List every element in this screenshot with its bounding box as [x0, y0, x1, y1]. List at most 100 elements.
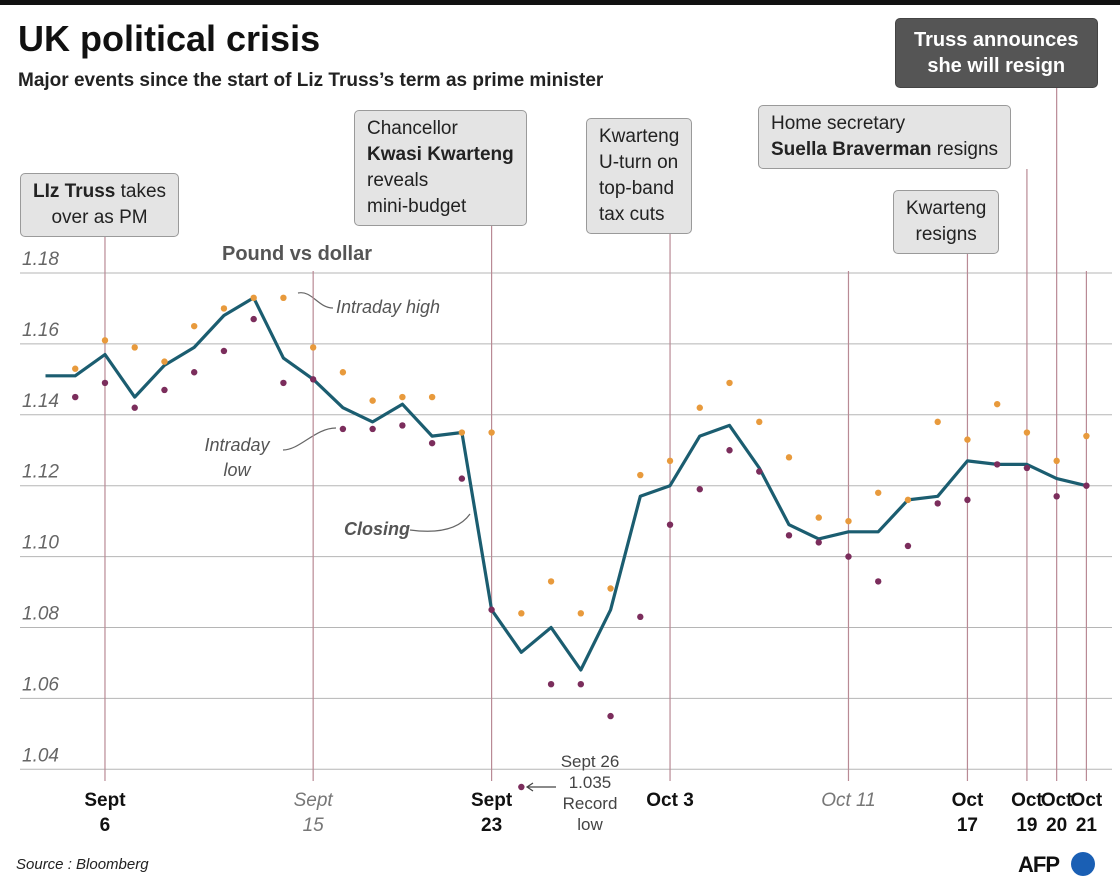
record-date: Sept 26: [560, 752, 620, 771]
event-text: over as PM: [51, 207, 148, 228]
event-line: Kwarteng: [906, 196, 986, 222]
data-dot: [726, 447, 733, 454]
event-text: resigns: [931, 139, 999, 160]
data-dot: [488, 429, 495, 436]
series-label: Intraday low: [204, 435, 270, 480]
data-dot: [250, 315, 257, 323]
data-dot: [845, 553, 852, 560]
event-text: reveals: [367, 170, 429, 191]
data-dot: [72, 365, 79, 372]
event-line: Home secretary: [771, 111, 998, 137]
data-dot: [191, 369, 198, 376]
y-tick-label: 1.12: [22, 462, 59, 483]
data-dot: [815, 539, 822, 546]
series-title: Pound vs dollar: [222, 243, 373, 265]
event-box: Kwarteng resigns: [893, 190, 1000, 254]
y-tick-label: 1.16: [22, 320, 59, 341]
y-tick-label: 1.06: [22, 674, 59, 695]
event-line: Chancellor: [367, 116, 514, 142]
data-dot: [399, 422, 406, 429]
event-text: she will resign: [927, 55, 1066, 77]
event-line: top-band: [599, 176, 679, 202]
event-box: LIz Truss takes over as PM: [20, 173, 180, 237]
data-dot: [577, 681, 585, 688]
data-dot: [607, 585, 614, 592]
data-dot: [637, 471, 644, 479]
event-text: resigns: [915, 224, 977, 245]
data-dot: [577, 610, 585, 617]
x-tick-label: Oct 20: [1040, 790, 1073, 836]
event-box: Truss announces she will resign: [895, 18, 1098, 88]
data-dot: [428, 393, 436, 401]
y-tick-label: 1.18: [22, 249, 59, 270]
data-dot: [518, 610, 525, 617]
data-dot: [101, 337, 109, 344]
event-line: mini-budget: [367, 194, 514, 220]
record-label: Record low: [562, 794, 618, 834]
data-dot: [161, 386, 168, 394]
event-text: mini-budget: [367, 196, 467, 217]
data-dot: [309, 376, 317, 383]
data-dot: [547, 681, 555, 688]
data-dot: [161, 358, 168, 365]
data-dot: [339, 369, 347, 376]
data-dot: [72, 393, 79, 401]
data-dot: [131, 404, 138, 411]
event-text: Chancellor: [367, 118, 458, 139]
data-dot: [696, 404, 703, 411]
y-tick-label: 1.14: [22, 391, 59, 412]
event-box: Kwarteng U-turn on top-band tax cuts: [586, 118, 693, 234]
closing-line: [45, 296, 1087, 672]
chart-subtitle: Major events since the start of Liz Trus…: [18, 70, 604, 91]
x-tick-label: Sept 23: [471, 790, 513, 836]
data-dot: [191, 322, 198, 330]
event-line: over as PM: [33, 205, 166, 231]
data-dot: [607, 712, 614, 720]
event-box: Chancellor Kwasi Kwarteng reveals mini-budg…: [354, 110, 527, 226]
x-tick-label: Oct 21: [1070, 790, 1103, 836]
data-dot: [250, 294, 257, 302]
data-dot: [904, 542, 912, 550]
data-dot: [875, 489, 882, 496]
data-dot: [101, 379, 109, 387]
x-tick-label: Sept 15: [293, 790, 333, 836]
data-dot: [220, 305, 228, 312]
x-tick-label: Oct 3: [646, 790, 694, 811]
data-dot: [637, 613, 644, 621]
event-line: she will resign: [914, 53, 1079, 79]
record-value: 1.035: [568, 773, 612, 792]
event-text: Suella Braverman: [771, 139, 932, 160]
y-tick-label: 1.04: [22, 745, 59, 766]
data-dot: [458, 475, 466, 482]
event-line: Kwarteng: [599, 124, 679, 150]
event-text: tax cuts: [599, 204, 665, 225]
event-text: takes: [115, 181, 167, 202]
data-dot: [131, 344, 138, 351]
source: Source : Bloomberg: [16, 856, 149, 873]
data-dot: [756, 418, 763, 426]
data-dot: [399, 393, 406, 401]
event-text: Truss announces: [914, 29, 1079, 51]
event-text: Kwarteng: [906, 198, 987, 219]
logo-mark: [1071, 852, 1095, 876]
chart-title: UK political crisis: [18, 18, 321, 59]
data-dot: [428, 439, 436, 447]
pointer-high: [297, 292, 334, 309]
x-tick-label: Sept 6: [84, 790, 126, 836]
event-text: U-turn on: [599, 152, 679, 173]
data-dot: [964, 496, 971, 504]
logo: AFP: [1018, 852, 1060, 877]
event-box: Home secretary Suella Braverman resigns: [758, 105, 1012, 169]
event-line: tax cuts: [599, 202, 679, 228]
data-dot: [339, 425, 347, 433]
data-dot: [280, 379, 287, 387]
data-dot: [934, 500, 941, 507]
data-dot: [369, 397, 376, 404]
data-dot: [518, 783, 525, 791]
x-tick-label: Oct 17: [951, 790, 984, 836]
data-dot: [993, 400, 1001, 408]
x-tick-label: Oct 11: [821, 790, 876, 811]
data-dot: [458, 429, 466, 436]
event-text: Kwarteng: [599, 126, 680, 147]
